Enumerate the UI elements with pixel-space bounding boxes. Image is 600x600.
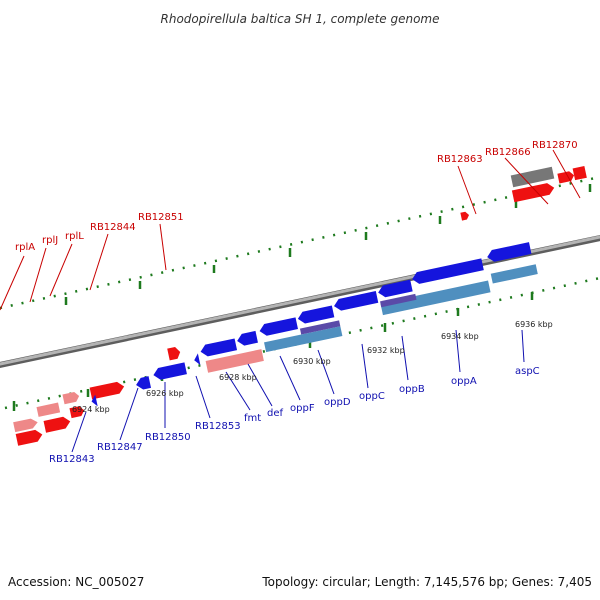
- leader-RB12847: [119, 387, 139, 441]
- leader-oppC: [361, 343, 369, 389]
- leader-aspC: [521, 329, 525, 363]
- bottom-label-leaders: [71, 329, 525, 453]
- label-aspC[interactable]: aspC: [515, 366, 540, 377]
- leader-rplL: [49, 243, 73, 297]
- label-RB12844[interactable]: RB12844: [90, 222, 136, 233]
- forward-strand-genes: [13, 165, 587, 446]
- leader-oppB: [401, 335, 409, 381]
- label-RB12866[interactable]: RB12866: [485, 147, 531, 158]
- leader-RB12870: [552, 149, 581, 199]
- top-gene-labels: rplA rplJ rplL RB12844 RB12851 RB12863 R…: [15, 140, 578, 253]
- gene-red-small-1[interactable]: [15, 429, 44, 446]
- gene-rplJ-body[interactable]: [36, 402, 61, 417]
- leader-rplJ: [29, 247, 47, 303]
- lower-tick-track: [4, 276, 600, 410]
- feature-steel-box-1[interactable]: [264, 326, 343, 353]
- gene-red-small-2[interactable]: [43, 416, 72, 433]
- gene-oppC-body[interactable]: [333, 291, 379, 312]
- label-rplJ[interactable]: rplJ: [42, 235, 58, 246]
- label-RB12863[interactable]: RB12863: [437, 154, 483, 165]
- scale-label-6930: 6930 kbp: [293, 357, 331, 366]
- label-RB12847[interactable]: RB12847: [97, 442, 143, 453]
- bottom-gene-labels: RB12843 RB12847 RB12850 RB12853 fmt def …: [49, 366, 540, 465]
- gene-RB12843-body[interactable]: [90, 394, 98, 408]
- label-RB12843[interactable]: RB12843: [49, 454, 95, 465]
- feature-purple-box-2[interactable]: [380, 293, 417, 308]
- gene-RB12870-body[interactable]: [511, 182, 556, 203]
- gene-fmt-body[interactable]: [199, 338, 238, 357]
- gene-oppA-body[interactable]: [411, 258, 484, 285]
- upper-tick-track: [0, 175, 600, 310]
- leader-RB12844: [89, 233, 109, 291]
- label-oppD[interactable]: oppD: [324, 397, 351, 408]
- leader-RB12853: [195, 375, 211, 419]
- forward-gene-row-1: [13, 346, 181, 446]
- gene-red-small-3[interactable]: [69, 405, 85, 419]
- reverse-gene-row: [90, 242, 538, 408]
- gene-def-body[interactable]: [236, 330, 258, 347]
- scale-label-6932: 6932 kbp: [367, 346, 405, 355]
- reverse-strand-genes: [90, 242, 538, 408]
- feature-pink-box[interactable]: [205, 349, 264, 373]
- feature-steel-box-2[interactable]: [380, 280, 491, 316]
- label-fmt[interactable]: fmt: [244, 413, 261, 424]
- gene-RB12853-body[interactable]: [193, 353, 201, 366]
- gene-aspC-body[interactable]: [486, 242, 532, 263]
- gene-red-edge-2[interactable]: [572, 165, 587, 181]
- label-oppF[interactable]: oppF: [290, 403, 315, 414]
- label-RB12853[interactable]: RB12853: [195, 421, 241, 432]
- scale-labels: 6924 kbp 6926 kbp 6928 kbp 6930 kbp 6932…: [72, 320, 553, 414]
- label-RB12850[interactable]: RB12850: [145, 432, 191, 443]
- label-oppB[interactable]: oppB: [399, 384, 425, 395]
- gene-RB12850-body[interactable]: [152, 362, 187, 381]
- footer-topology: Topology: circular; Length: 7,145,576 bp…: [261, 575, 592, 589]
- leader-oppA: [455, 329, 461, 373]
- leader-oppF: [279, 355, 301, 401]
- leader-def: [247, 363, 273, 407]
- footer-accession: Accession: NC_005027: [8, 575, 144, 589]
- label-RB12851[interactable]: RB12851: [138, 212, 184, 223]
- gene-oppD-body[interactable]: [297, 305, 335, 325]
- scale-label-6934: 6934 kbp: [441, 332, 479, 341]
- leader-RB12866: [504, 157, 549, 205]
- leader-fmt: [225, 371, 251, 411]
- leader-RB12843: [71, 411, 87, 453]
- gene-RB12847-body[interactable]: [135, 376, 152, 391]
- feature-purple-box-1[interactable]: [299, 320, 341, 335]
- leader-oppD: [317, 349, 335, 395]
- scale-label-6924: 6924 kbp: [72, 405, 110, 414]
- leader-RB12863: [457, 165, 477, 215]
- gene-rplA-body[interactable]: [13, 417, 39, 433]
- scale-label-6926: 6926 kbp: [146, 389, 184, 398]
- label-def[interactable]: def: [267, 408, 284, 419]
- leader-rplA: [0, 255, 25, 311]
- scale-label-6928: 6928 kbp: [219, 373, 257, 382]
- gene-RB12866-body[interactable]: [510, 166, 555, 188]
- label-oppA[interactable]: oppA: [451, 376, 477, 387]
- gene-rplL-body[interactable]: [62, 391, 80, 405]
- gene-RB12844-body[interactable]: [89, 381, 126, 400]
- feature-steel-box-3[interactable]: [490, 264, 538, 284]
- major-ticks: [12, 184, 592, 411]
- label-rplA[interactable]: rplA: [15, 242, 35, 253]
- leader-RB12851: [159, 223, 167, 271]
- scale-label-6936: 6936 kbp: [515, 320, 553, 329]
- gene-RB12863-body[interactable]: [460, 211, 470, 221]
- gene-RB12851-body[interactable]: [167, 346, 181, 361]
- map-title: Rhodopirellula baltica SH 1, complete ge…: [161, 12, 440, 26]
- label-oppC[interactable]: oppC: [359, 391, 385, 402]
- gene-oppF-body[interactable]: [258, 317, 298, 337]
- top-label-leaders: [0, 149, 581, 311]
- forward-gene-row-2: [460, 165, 587, 221]
- label-rplL[interactable]: rplL: [65, 231, 84, 242]
- label-RB12870[interactable]: RB12870: [532, 140, 578, 151]
- gene-oppB-body[interactable]: [377, 279, 413, 299]
- gene-red-edge-1[interactable]: [557, 170, 575, 184]
